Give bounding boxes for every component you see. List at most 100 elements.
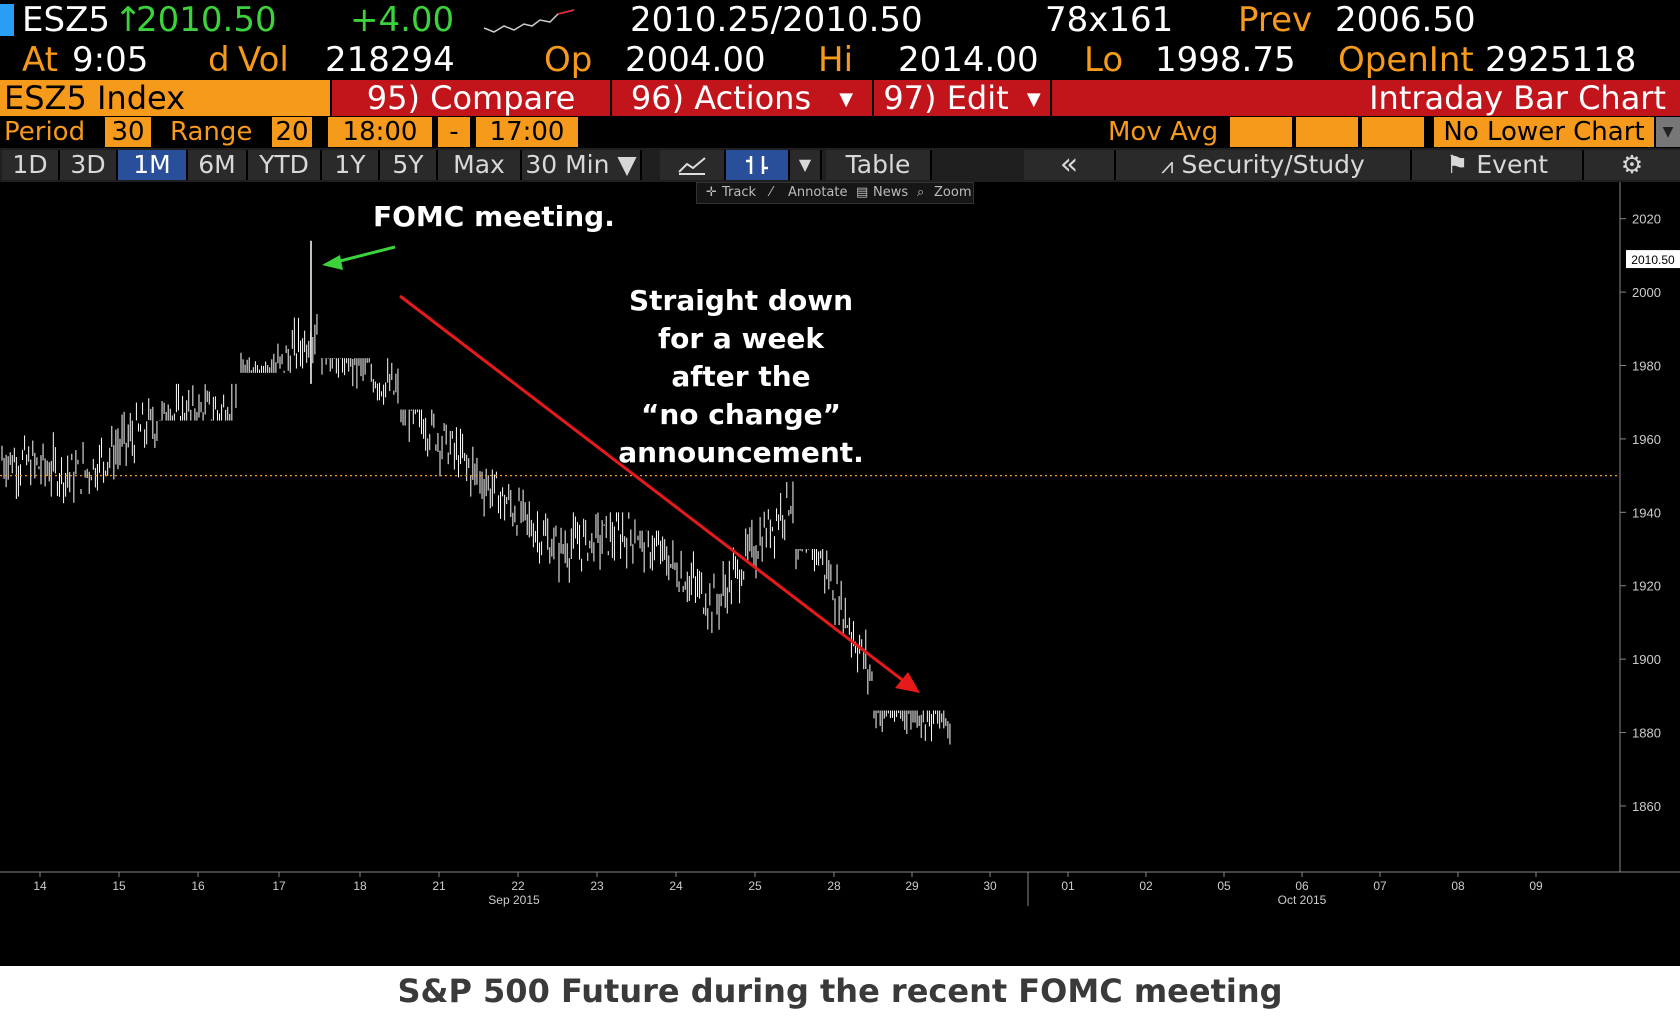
last-price-tag bbox=[1626, 250, 1680, 269]
at-label: At bbox=[22, 40, 58, 80]
month-label: Sep 2015 bbox=[488, 893, 540, 907]
event-button[interactable]: ⚑ Event bbox=[1412, 150, 1584, 180]
settings-button[interactable]: ⚙ bbox=[1584, 150, 1680, 180]
edit-button[interactable]: 97) Edit ▼ bbox=[874, 80, 1050, 116]
compare-button[interactable]: 95) Compare bbox=[332, 80, 610, 116]
y-tick-label: 1960 bbox=[1632, 432, 1661, 447]
tab-5y[interactable]: 5Y bbox=[380, 150, 438, 180]
lower-chart-select[interactable]: No Lower Chart bbox=[1434, 117, 1654, 147]
y-tick-label: 1980 bbox=[1632, 359, 1661, 374]
high-label: Hi bbox=[818, 40, 854, 80]
chevron-down-icon: ▼ bbox=[1026, 89, 1041, 110]
bid-ask: 2010.25/2010.50 bbox=[630, 0, 923, 40]
event-label: Event bbox=[1476, 150, 1548, 179]
x-tick-label: 14 bbox=[33, 879, 47, 893]
y-axis: 2020 2000 1980 1960 1940 1920 1900 1880 1860 2010… bbox=[1619, 182, 1680, 872]
period-input[interactable]: 30 bbox=[105, 117, 151, 147]
y-tick-label: 2000 bbox=[1632, 285, 1661, 300]
x-tick-label: 23 bbox=[590, 879, 604, 893]
volume: 218294 bbox=[325, 40, 455, 80]
range-input[interactable]: 20 bbox=[272, 117, 312, 147]
gear-icon: ⚙ bbox=[1620, 150, 1644, 179]
chart-type-dropdown-icon[interactable]: ▼ bbox=[790, 150, 822, 180]
tab-1d[interactable]: 1D bbox=[2, 150, 60, 180]
table-button[interactable]: Table bbox=[826, 150, 932, 180]
fomc-arrow-head bbox=[322, 255, 343, 270]
movavg-input-1[interactable] bbox=[1230, 117, 1292, 147]
y-tick-label: 1900 bbox=[1632, 652, 1661, 667]
time-separator: - bbox=[438, 117, 470, 147]
y-tick-label: 1940 bbox=[1632, 505, 1661, 520]
start-time-input[interactable]: 18:00 bbox=[328, 117, 432, 147]
collapse-button[interactable]: « bbox=[1024, 150, 1116, 180]
range-label: Range bbox=[170, 117, 253, 147]
x-tick-label: 01 bbox=[1061, 879, 1075, 893]
vol-label: Vol bbox=[238, 40, 289, 80]
security-study-label: Security/Study bbox=[1181, 150, 1365, 179]
tab-1y[interactable]: 1Y bbox=[322, 150, 380, 180]
study-icon: ⩘ bbox=[1161, 154, 1174, 179]
prev-label: Prev bbox=[1238, 0, 1313, 40]
tool-track[interactable]: Track bbox=[722, 185, 757, 200]
end-time-input[interactable]: 17:00 bbox=[476, 117, 578, 147]
quote-time: 9:05 bbox=[72, 40, 149, 80]
x-tick-label: 07 bbox=[1373, 879, 1387, 893]
edit-label: 97) Edit bbox=[883, 79, 1009, 117]
tab-1m[interactable]: 1M bbox=[118, 150, 188, 180]
flag-icon: ⚑ bbox=[1446, 150, 1469, 179]
tab-30-min[interactable]: 30 Min ▼ bbox=[522, 150, 642, 180]
security-field[interactable]: ESZ5 Index bbox=[0, 80, 330, 116]
tab-ytd[interactable]: YTD bbox=[248, 150, 322, 180]
security-study-button[interactable]: ⩘ Security/Study bbox=[1116, 150, 1412, 180]
quote-row-1: ESZ5 ↑ 2010.50 +4.00 2010.25/2010.50 78x… bbox=[0, 0, 1680, 40]
chevron-down-icon: ▼ bbox=[839, 89, 854, 110]
d-label: d bbox=[208, 40, 230, 80]
chart-type-title: Intraday Bar Chart bbox=[1052, 80, 1680, 116]
line-chart-button[interactable] bbox=[660, 150, 726, 180]
trend-arrow-head bbox=[895, 672, 920, 693]
high-value: 2014.00 bbox=[898, 40, 1039, 80]
x-tick-label: 28 bbox=[827, 879, 841, 893]
x-tick-label: 25 bbox=[748, 879, 762, 893]
movavg-input-2[interactable] bbox=[1296, 117, 1358, 147]
bar-chart-button[interactable] bbox=[726, 150, 790, 180]
tool-annotate[interactable]: Annotate bbox=[788, 185, 848, 200]
x-tick-label: 22 bbox=[511, 879, 525, 893]
openint-label: OpenInt bbox=[1338, 40, 1474, 80]
x-tick-label: 29 bbox=[905, 879, 919, 893]
tab-3d[interactable]: 3D bbox=[60, 150, 118, 180]
sparkline-icon bbox=[483, 9, 575, 33]
x-tick-label: 15 bbox=[112, 879, 126, 893]
track-icon: ✛ bbox=[706, 185, 717, 200]
trend-annotation-line: for a week bbox=[658, 322, 825, 355]
x-tick-label: 06 bbox=[1295, 879, 1309, 893]
news-icon: ▤ bbox=[856, 185, 869, 200]
up-arrow-icon: ↑ bbox=[114, 0, 143, 40]
tool-zoom[interactable]: Zoom bbox=[934, 185, 972, 200]
x-axis: 14 15 16 17 18 21 22 23 24 25 28 29 30 01 02 05 06 07 08 09… bbox=[0, 871, 1680, 907]
tool-news[interactable]: News bbox=[873, 185, 909, 200]
x-tick-label: 09 bbox=[1529, 879, 1543, 893]
ticker[interactable]: ESZ5 bbox=[22, 0, 110, 40]
price-change: +4.00 bbox=[350, 0, 455, 40]
y-tick-label: 1920 bbox=[1632, 579, 1661, 594]
bid-ask-size: 78x161 bbox=[1045, 0, 1174, 40]
tab-6m[interactable]: 6M bbox=[188, 150, 248, 180]
lower-chart-dropdown-icon[interactable]: ▼ bbox=[1656, 117, 1680, 147]
trend-annotation-line: announcement. bbox=[618, 436, 864, 469]
trend-annotation-line: “no change” bbox=[641, 398, 841, 431]
trend-annotation-line: Straight down bbox=[629, 284, 853, 317]
tab-max[interactable]: Max bbox=[438, 150, 522, 180]
movavg-label: Mov Avg bbox=[1108, 117, 1219, 147]
open-value: 2004.00 bbox=[625, 40, 766, 80]
trend-annotation-line: after the bbox=[671, 360, 810, 393]
x-tick-label: 30 bbox=[983, 879, 997, 893]
movavg-input-3[interactable] bbox=[1362, 117, 1424, 147]
chart-tools-bar bbox=[696, 182, 974, 204]
y-tick-label: 1880 bbox=[1632, 726, 1661, 741]
annotate-icon: ⁄ bbox=[770, 185, 773, 200]
price-bars bbox=[1, 240, 951, 745]
openint-value: 2925118 bbox=[1485, 40, 1637, 80]
actions-button[interactable]: 96) Actions ▼ bbox=[612, 80, 872, 116]
quote-row-2: At 9:05 d Vol 218294 Op 2004.00 Hi 2014.… bbox=[0, 40, 1680, 80]
